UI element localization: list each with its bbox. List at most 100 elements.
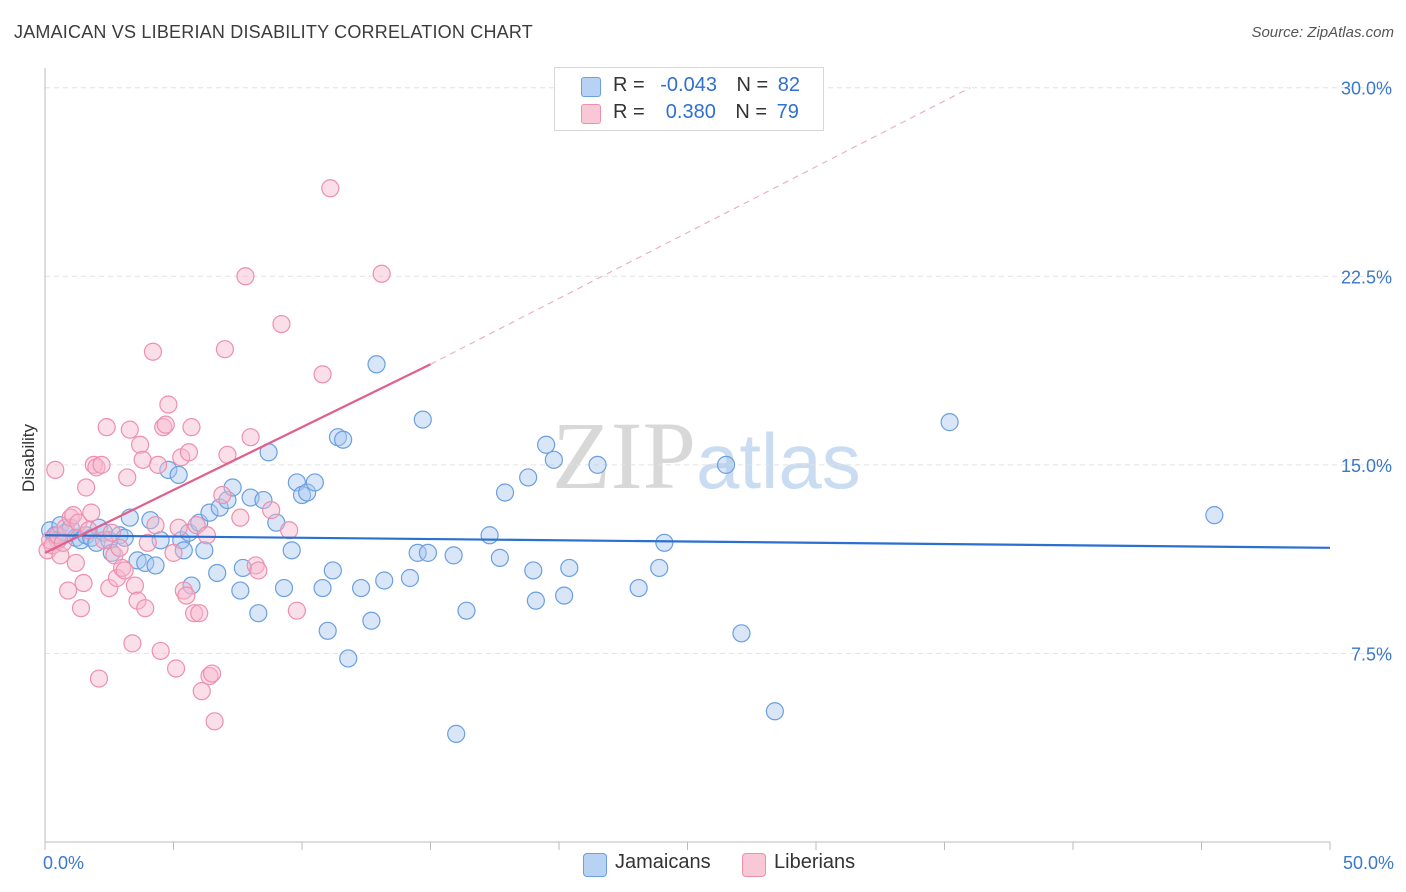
jamaicans-point (457, 601, 476, 620)
jamaicans-point (298, 483, 317, 502)
liberians-point (92, 455, 111, 474)
tick-labels: 7.5% 15.0% 22.5% 30.0% 0.0% 50.0% (43, 79, 1394, 873)
liberians-point (146, 516, 165, 535)
jamaicans-point (524, 561, 543, 580)
jamaicans-point (159, 460, 178, 479)
chart-title: JAMAICAN VS LIBERIAN DISABILITY CORRELAT… (14, 22, 533, 42)
jamaicans-point (375, 571, 394, 590)
liberians-point (125, 576, 145, 595)
bottom-legend-label-jamaicans: Jamaicans (615, 851, 711, 873)
liberians-points (38, 179, 391, 731)
bottom-legend-swatch-jamaicans (583, 853, 607, 877)
jamaicans-point (650, 558, 669, 578)
jamaicans-point (413, 410, 432, 429)
legend-r-value: 0.380 (660, 101, 716, 123)
jamaicans-point (490, 548, 509, 567)
jamaicans-point (318, 621, 337, 640)
liberians-point (133, 450, 152, 469)
jamaicans-point (555, 586, 574, 605)
liberians-point (59, 581, 78, 600)
jamaicans-point (305, 473, 324, 492)
x-tick-label: 50.0% (1343, 853, 1394, 873)
axes (44, 68, 1331, 850)
jamaicans-points (41, 355, 1224, 743)
liberians-point (372, 264, 391, 283)
jamaicans-point (560, 558, 579, 578)
liberians-point (215, 340, 234, 359)
y-tick-label: 22.5% (1341, 267, 1392, 287)
liberians-point (154, 418, 173, 437)
jamaicans-trend-line (44, 534, 1331, 549)
jamaicans-point (629, 578, 648, 598)
liberians-point (200, 666, 219, 686)
legend-r-label: R = (613, 74, 645, 96)
liberians-point (77, 478, 96, 497)
x-tick-label: 0.0% (43, 853, 84, 873)
jamaicans-point (339, 649, 358, 668)
liberians-point (107, 568, 127, 588)
source-label: Source: ZipAtlas.com (1251, 24, 1394, 41)
jamaicans-point (195, 541, 214, 560)
jamaicans-point (169, 465, 188, 485)
y-axis-title: Disability (19, 423, 38, 492)
watermark-atlas: atlas (696, 417, 861, 505)
liberians-point (164, 543, 183, 562)
liberians-point (69, 513, 88, 532)
liberians-point (102, 523, 121, 542)
liberians-point (179, 443, 199, 462)
liberians-point (192, 682, 211, 701)
jamaicans-point (480, 526, 499, 545)
jamaicans-point (544, 450, 563, 469)
liberians-point (84, 455, 103, 474)
jamaicans-point (323, 561, 342, 580)
liberians-point (100, 578, 119, 598)
liberians-point (110, 538, 129, 557)
jamaicans-point (1205, 506, 1224, 525)
liberians-point (280, 521, 299, 540)
bottom-legend-label-liberians: Liberians (774, 851, 856, 873)
liberians-point (184, 604, 204, 623)
legend-swatch-liberians (581, 104, 601, 124)
jamaicans-point (282, 541, 301, 560)
jamaicans-point (231, 581, 250, 600)
liberians-point (182, 418, 201, 437)
liberians-point (53, 533, 73, 552)
liberians-point (159, 395, 178, 414)
liberians-point (197, 526, 217, 545)
liberians-point (177, 586, 196, 605)
jamaicans-point (444, 546, 463, 565)
legend-n-label: N = (736, 74, 769, 96)
jamaicans-point (716, 455, 736, 474)
liberians-point (231, 508, 250, 527)
legend-n-label: N = (735, 101, 768, 123)
jamaicans-point (200, 503, 219, 522)
legend-n-value: 79 (776, 101, 799, 123)
liberians-point (249, 561, 268, 580)
jamaicans-point (526, 591, 545, 610)
liberians-point (241, 428, 260, 447)
jamaicans-point (249, 604, 268, 623)
liberians-point (166, 659, 186, 678)
liberians-point (120, 420, 139, 439)
jamaicans-point (223, 478, 242, 497)
jamaicans-point (274, 578, 294, 598)
jamaicans-point (655, 533, 674, 552)
liberians-point (156, 415, 175, 434)
jamaicans-point (408, 543, 427, 562)
jamaicans-point (313, 578, 332, 598)
liberians-point (236, 267, 255, 286)
bottom-legend-swatch-liberians (742, 853, 766, 877)
liberians-point (151, 641, 170, 661)
liberians-point (66, 553, 85, 573)
jamaicans-point (495, 483, 515, 502)
jamaicans-point (765, 702, 784, 721)
jamaicans-point (362, 611, 381, 630)
jamaicans-point (519, 468, 538, 487)
liberians-point (272, 314, 291, 334)
jamaicans-point (418, 543, 438, 562)
legend-n-value: 82 (777, 74, 801, 96)
watermark-zip: ZIP (552, 402, 696, 509)
liberians-point (71, 599, 91, 618)
legend-r-label: R = (613, 101, 645, 123)
jamaicans-point (588, 455, 607, 474)
